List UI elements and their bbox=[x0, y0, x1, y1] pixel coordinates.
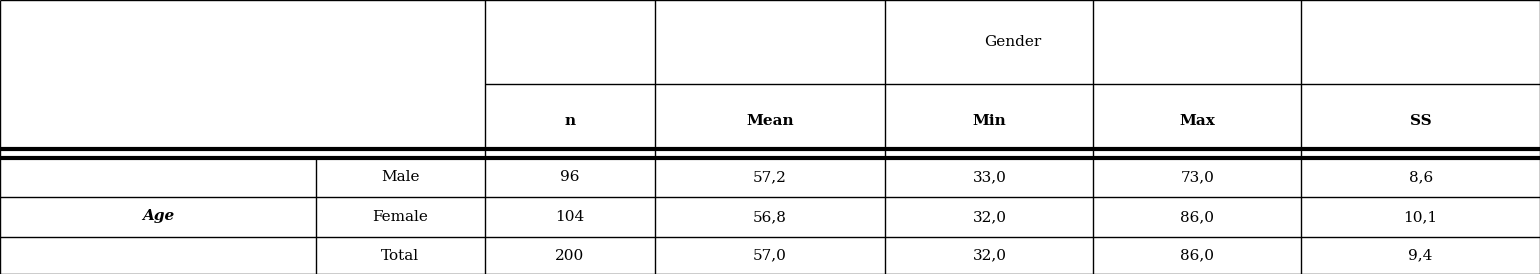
Text: 96: 96 bbox=[561, 170, 579, 184]
Text: Total: Total bbox=[382, 249, 419, 262]
Text: n: n bbox=[564, 113, 576, 128]
Text: Age: Age bbox=[142, 209, 174, 223]
Text: Mean: Mean bbox=[747, 113, 793, 128]
Text: Gender: Gender bbox=[984, 35, 1041, 49]
Text: 10,1: 10,1 bbox=[1403, 210, 1438, 224]
Text: 86,0: 86,0 bbox=[1180, 249, 1215, 262]
Text: SS: SS bbox=[1409, 113, 1432, 128]
Text: Max: Max bbox=[1180, 113, 1215, 128]
Text: 9,4: 9,4 bbox=[1409, 249, 1432, 262]
Text: 57,0: 57,0 bbox=[753, 249, 787, 262]
Text: Female: Female bbox=[373, 210, 428, 224]
Text: 73,0: 73,0 bbox=[1181, 170, 1214, 184]
Text: 104: 104 bbox=[556, 210, 584, 224]
Text: 32,0: 32,0 bbox=[972, 210, 1007, 224]
Text: 56,8: 56,8 bbox=[753, 210, 787, 224]
Text: 8,6: 8,6 bbox=[1409, 170, 1432, 184]
Text: 86,0: 86,0 bbox=[1180, 210, 1215, 224]
Text: 33,0: 33,0 bbox=[973, 170, 1006, 184]
Text: 32,0: 32,0 bbox=[972, 249, 1007, 262]
Text: 200: 200 bbox=[556, 249, 584, 262]
Text: Male: Male bbox=[382, 170, 419, 184]
Text: Min: Min bbox=[973, 113, 1006, 128]
Text: 57,2: 57,2 bbox=[753, 170, 787, 184]
